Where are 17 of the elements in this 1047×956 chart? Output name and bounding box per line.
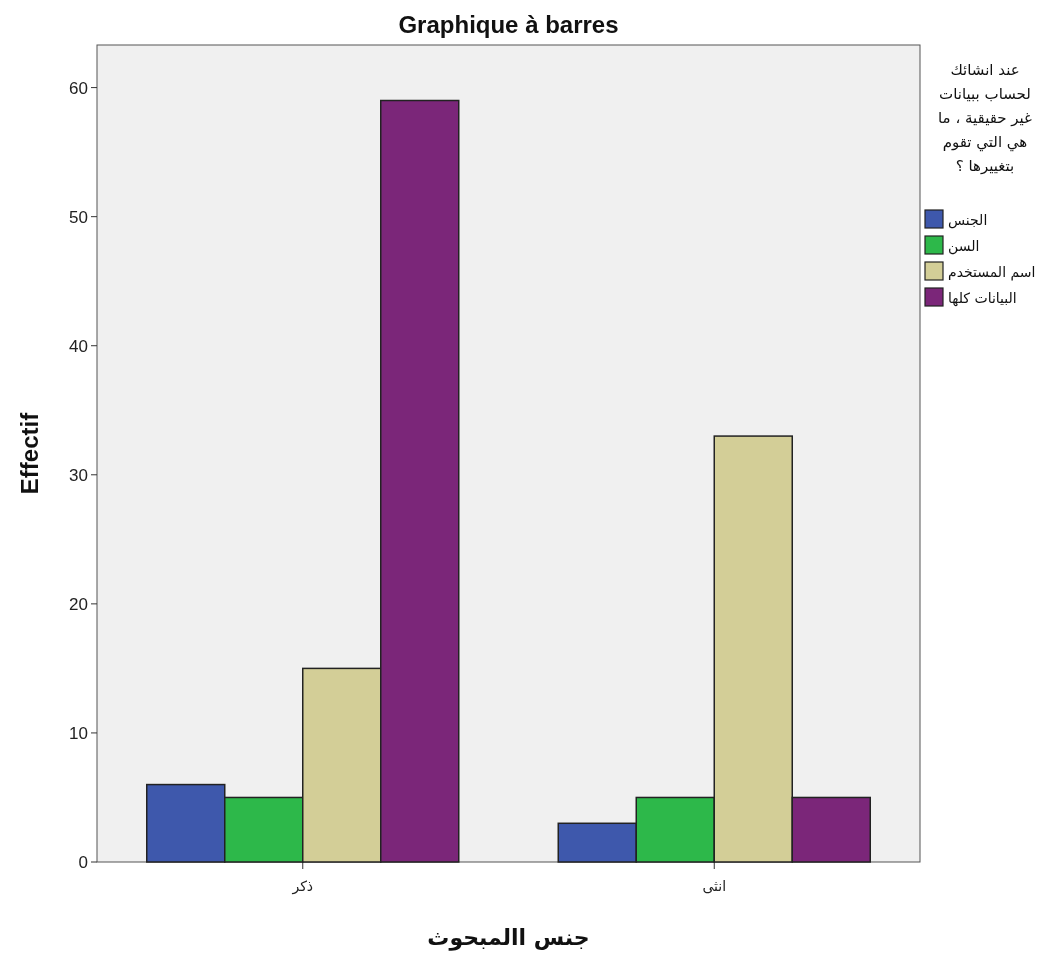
legend-title: عند انشائك لحساب ببيانات غير حقيقية ، ما هي التي تقوم بتغييرها ؟	[938, 61, 1033, 175]
y-tick-label: 50	[69, 207, 88, 227]
y-tick-label: 20	[69, 594, 88, 614]
y-tick-label: 0	[78, 853, 88, 872]
x-axis-title: جنس االمبحوث	[427, 925, 590, 951]
legend-label: السن	[948, 238, 980, 255]
chart-title: Graphique à barres	[398, 11, 619, 38]
legend-label: اسم المستخدم	[948, 264, 1036, 281]
legend-label: البيانات كلها	[948, 290, 1017, 307]
y-axis-title: Effectif	[16, 411, 43, 495]
x-tick-label: ذكر	[291, 878, 314, 895]
y-tick-label: 60	[69, 78, 88, 98]
y-tick-label: 40	[69, 336, 88, 356]
x-tick-label: انثى	[702, 878, 727, 894]
y-tick-label: 30	[69, 465, 88, 485]
legend-label: الجنس	[948, 212, 988, 229]
y-tick-label: 10	[69, 723, 88, 743]
